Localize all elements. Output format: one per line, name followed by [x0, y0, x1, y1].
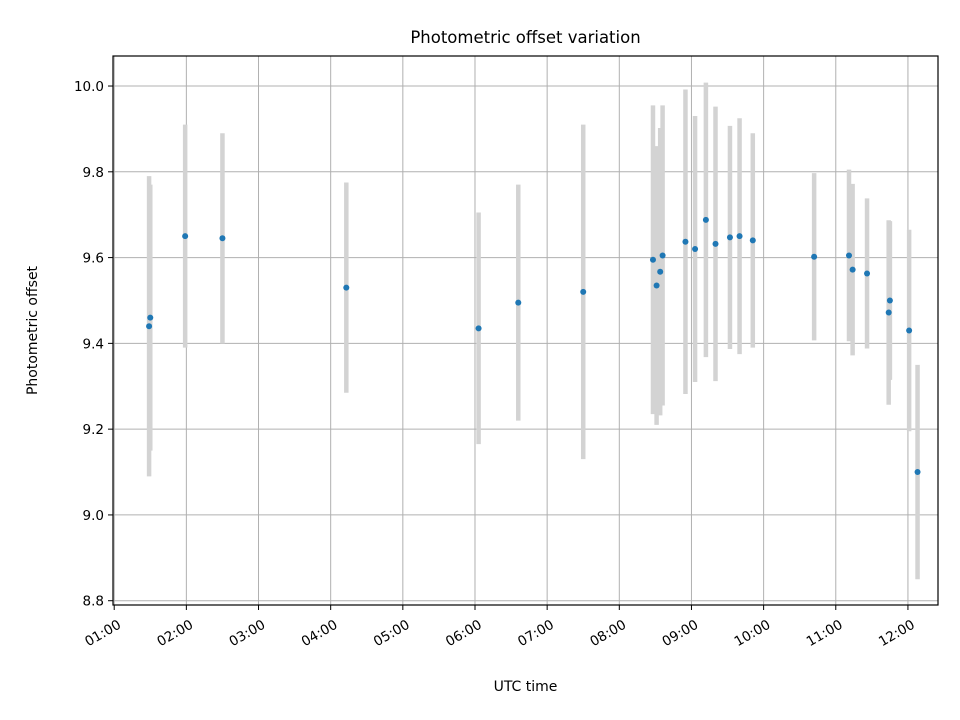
y-tick-label: 9.2 — [83, 422, 104, 438]
data-point — [864, 270, 871, 277]
x-tick-label: 12:00 — [876, 617, 918, 650]
data-point — [692, 246, 699, 253]
axis-ticks: 01:00 02:00 03:00 04:00 05:00 06:00 07:00 08:00… — [74, 79, 918, 650]
grid-lines — [113, 56, 938, 605]
data-points — [146, 216, 921, 476]
x-tick-label: 07:00 — [515, 617, 557, 650]
x-axis-label: UTC time — [494, 679, 558, 695]
x-tick-label: 02:00 — [154, 617, 196, 650]
data-point — [653, 282, 660, 289]
x-tick-label: 10:00 — [732, 617, 774, 650]
y-axis-label: Photometric offset — [25, 265, 41, 395]
data-point — [726, 234, 733, 241]
x-tick-label: 05:00 — [371, 617, 413, 650]
data-point — [736, 233, 743, 240]
data-point — [343, 284, 350, 291]
data-point — [659, 252, 666, 259]
data-point — [219, 235, 226, 242]
data-point — [475, 325, 482, 332]
data-point — [515, 299, 522, 306]
data-point — [885, 309, 892, 316]
data-point — [657, 268, 664, 275]
plot-area-frame — [112, 55, 939, 606]
data-point — [147, 314, 154, 321]
data-point — [712, 240, 719, 247]
y-tick-label: 8.8 — [83, 594, 104, 610]
data-point — [749, 237, 756, 244]
y-tick-label: 9.0 — [83, 508, 104, 524]
data-point — [146, 323, 153, 330]
data-point — [580, 288, 587, 295]
data-point — [914, 469, 921, 476]
data-point — [811, 253, 818, 260]
x-tick-label: 04:00 — [299, 617, 341, 650]
data-point — [702, 216, 709, 223]
x-tick-label: 06:00 — [443, 617, 485, 650]
data-point — [182, 233, 189, 240]
data-point — [886, 297, 893, 304]
y-tick-label: 9.4 — [83, 336, 104, 352]
x-tick-label: 11:00 — [804, 617, 846, 650]
error-bars — [146, 82, 920, 580]
data-point — [849, 266, 856, 273]
x-tick-label: 03:00 — [227, 617, 269, 650]
y-tick-label: 9.6 — [83, 251, 104, 267]
x-tick-label: 09:00 — [659, 617, 701, 650]
data-point — [846, 252, 853, 259]
y-tick-label: 10.0 — [74, 79, 104, 95]
data-point — [906, 327, 913, 334]
chart-title: Photometric offset variation — [410, 28, 640, 47]
y-tick-label: 9.8 — [83, 165, 104, 181]
x-tick-label: 08:00 — [587, 617, 629, 650]
x-tick-label: 01:00 — [82, 617, 124, 650]
data-point — [649, 256, 656, 263]
data-point — [682, 238, 689, 245]
